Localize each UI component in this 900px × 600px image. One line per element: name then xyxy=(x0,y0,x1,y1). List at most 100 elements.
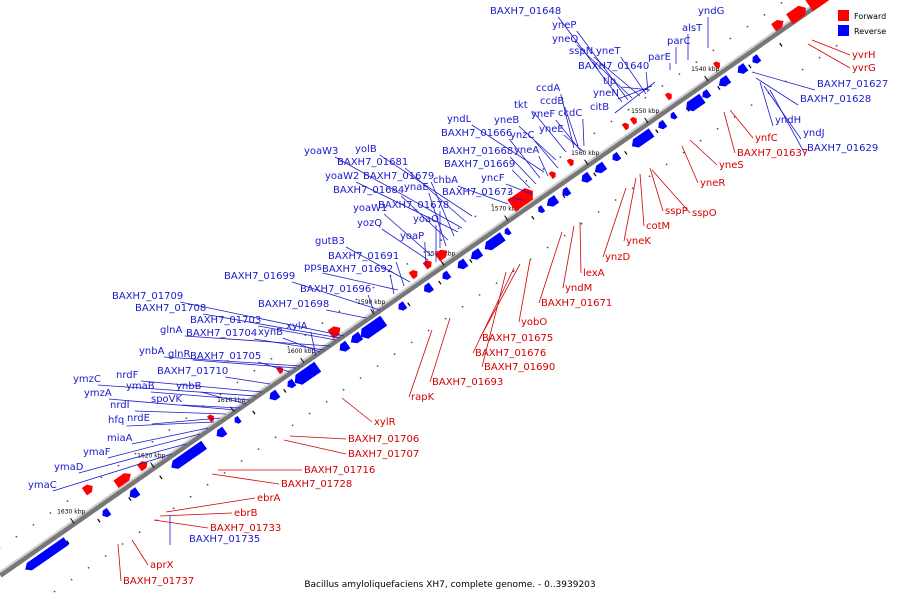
forward-leader-line xyxy=(479,263,521,339)
position-dot xyxy=(593,132,596,135)
position-dot xyxy=(87,566,90,569)
position-dot xyxy=(270,357,273,360)
reverse-leader-line xyxy=(582,118,585,147)
forward-gene-label: yneK xyxy=(626,236,651,247)
position-dot xyxy=(172,507,175,510)
reverse-leader-line xyxy=(310,331,317,357)
reverse-leader-line xyxy=(383,213,433,257)
reverse-leader-line xyxy=(345,246,411,283)
reverse-gene-label: xylA xyxy=(286,321,308,332)
forward-gene-label: BAXH7_01737 xyxy=(123,576,194,587)
forward-leader-line xyxy=(623,177,637,242)
reverse-gene-label: BAXH7_01684 xyxy=(333,185,404,196)
reverse-gene-label: ymzA xyxy=(84,388,112,399)
reverse-gene-label: BAXH7_01629 xyxy=(807,143,878,154)
position-dot xyxy=(223,472,226,474)
reverse-gene-label: ccdA xyxy=(536,83,560,94)
kbp-tick-label: 1630 kbp xyxy=(57,509,85,516)
reverse-gene-arrow xyxy=(562,186,572,197)
reverse-gene-label: yoaW1 xyxy=(353,203,387,214)
kbp-tick-mark xyxy=(440,260,445,266)
position-dot xyxy=(597,211,600,213)
forward-leader-line xyxy=(283,439,347,455)
position-dot xyxy=(491,203,494,206)
legend-forward-label: Forward xyxy=(854,12,886,21)
reverse-gene-label: yncF xyxy=(481,173,505,184)
reverse-gene-arrow xyxy=(269,389,281,401)
forward-leader-line xyxy=(341,397,373,423)
position-dot xyxy=(665,163,668,166)
position-dot xyxy=(678,73,681,75)
forward-gene-arrow xyxy=(786,5,806,25)
reverse-leader-line xyxy=(107,433,201,459)
forward-gene-arrow xyxy=(664,92,672,101)
reverse-leader-line xyxy=(759,81,774,127)
forward-leader-line xyxy=(131,539,149,566)
forward-gene-label: yneR xyxy=(700,178,725,189)
forward-leader-line xyxy=(153,519,209,529)
kbp-tick-label: 1540 kbp xyxy=(691,66,719,73)
reverse-gene-label: BAXH7_01648 xyxy=(490,6,561,17)
legend-reverse-swatch xyxy=(838,25,849,36)
reverse-leader-line xyxy=(184,335,331,347)
map-caption: Bacillus amyloliquefaciens XH7, complete… xyxy=(304,580,595,590)
minor-tick xyxy=(66,540,70,545)
position-dot xyxy=(253,369,256,372)
reverse-gene-arrow xyxy=(612,152,622,162)
reverse-gene-label: ymaC xyxy=(28,480,57,491)
reverse-leader-line xyxy=(151,417,221,425)
forward-gene-arrow xyxy=(805,0,830,12)
position-dot xyxy=(746,25,749,28)
reverse-leader-line xyxy=(258,361,291,373)
reverse-gene-label: yndL xyxy=(447,114,472,125)
position-dot xyxy=(699,139,702,142)
reverse-leader-line xyxy=(254,338,325,351)
reverse-leader-line xyxy=(593,56,641,97)
forward-gene-label: BAXH7_01693 xyxy=(432,377,503,388)
reverse-gene-label: gutB3 xyxy=(315,236,345,247)
position-dot xyxy=(716,127,719,130)
forward-gene-arrow xyxy=(81,484,93,496)
forward-leader-line xyxy=(651,169,691,214)
forward-gene-arrow xyxy=(507,197,515,206)
legend-forward-swatch xyxy=(838,10,849,21)
reverse-leader-line xyxy=(334,156,463,229)
reverse-gene-label: BAXH7_01696 xyxy=(300,284,371,295)
forward-leader-line xyxy=(579,221,582,274)
position-dot xyxy=(440,239,443,242)
minor-tick xyxy=(438,280,442,285)
forward-gene-arrow xyxy=(434,249,448,262)
reverse-gene-label: BAXH7_01704 xyxy=(186,328,257,339)
reverse-gene-label: nrdF xyxy=(116,370,139,381)
reverse-gene-arrow xyxy=(686,93,706,112)
forward-leader-line xyxy=(289,435,347,440)
reverse-gene-label: xynB xyxy=(258,327,283,338)
kbp-tick-label: 1550 kbp xyxy=(631,108,659,115)
forward-gene-label: BAXH7_01716 xyxy=(304,465,375,476)
reverse-gene-arrow xyxy=(360,315,388,339)
reverse-gene-label: BAXH7_01692 xyxy=(322,264,393,275)
reverse-gene-arrow xyxy=(216,426,228,438)
reverse-leader-line xyxy=(126,421,215,427)
reverse-leader-line xyxy=(560,93,575,149)
position-dot xyxy=(529,258,532,261)
reverse-gene-label: spoVK xyxy=(151,394,183,405)
position-dot xyxy=(134,452,137,455)
position-dot xyxy=(321,322,324,325)
reverse-gene-label: BAXH7_01669 xyxy=(444,159,515,170)
position-dot xyxy=(631,187,634,190)
reverse-gene-arrow xyxy=(631,128,655,148)
reverse-gene-label: yoaO xyxy=(413,214,439,225)
reverse-leader-line xyxy=(510,197,525,201)
reverse-gene-arrow xyxy=(398,301,408,311)
forward-gene-label: BAXH7_01733 xyxy=(210,523,281,534)
forward-gene-label: BAXH7_01676 xyxy=(475,348,546,359)
position-dot xyxy=(780,2,783,4)
reverse-gene-arrow xyxy=(350,331,364,344)
position-dot xyxy=(525,180,528,182)
reverse-leader-line xyxy=(538,155,549,177)
reverse-gene-label: yndG xyxy=(698,6,724,17)
position-dot xyxy=(457,227,460,230)
reverse-gene-label: yneF xyxy=(531,109,555,120)
